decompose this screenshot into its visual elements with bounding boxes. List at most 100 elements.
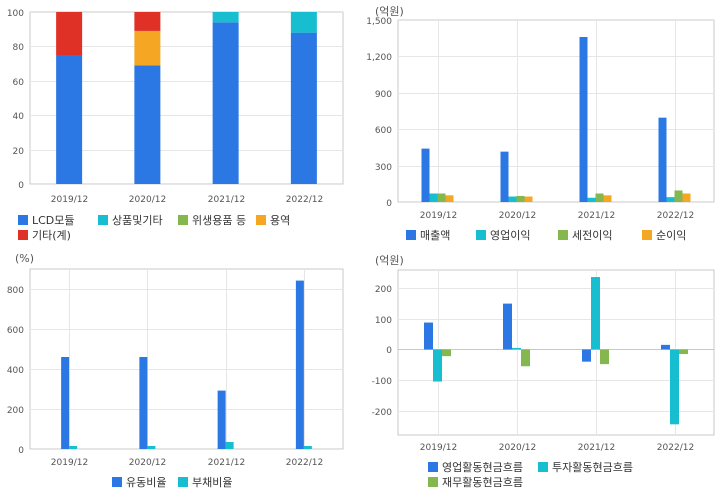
- bar: [429, 193, 438, 202]
- legend-label: 매출액: [420, 229, 451, 242]
- x-tick-label: 2019/12: [51, 458, 88, 468]
- bar: [225, 442, 234, 449]
- legend-item-goods[interactable]: 상품및기타: [98, 214, 163, 227]
- legend-label: 위생용품 등: [192, 214, 247, 227]
- plot-area: [397, 19, 715, 203]
- y-tick-label: 0: [18, 446, 24, 456]
- bar: [442, 349, 451, 357]
- legend-item-debt-ratio[interactable]: 부채비율: [178, 476, 232, 489]
- composition-chart-panel: 0 20 40 60 80 100 2019/12 2020/12 2021/12 2022/12…: [0, 0, 350, 250]
- legend-item-operating-profit[interactable]: 영업이익: [476, 229, 530, 242]
- legend-item-pretax-profit[interactable]: 세전이익: [558, 229, 612, 242]
- y-tick-label: -100: [372, 377, 393, 387]
- bar-segment: [134, 12, 161, 31]
- y-tick-label: 800: [7, 286, 24, 296]
- legend-swatch: [256, 215, 266, 225]
- y-tick-label: 600: [7, 326, 24, 336]
- composition-legend: LCD모듈 상품및기타 위생용품 등 용역 기타(계): [18, 212, 348, 246]
- bar: [674, 190, 683, 202]
- legend-swatch: [406, 230, 416, 240]
- bar: [217, 390, 226, 449]
- bar-segment: [212, 22, 239, 184]
- legend-swatch: [112, 477, 122, 487]
- bar-segment: [56, 12, 83, 55]
- bar-segment: [212, 12, 239, 23]
- cashflow-unit-label: (억원): [375, 254, 404, 267]
- bar-segment: [134, 65, 161, 184]
- legend-item-operating-cf[interactable]: 영업활동현금흐름: [428, 461, 523, 474]
- y-tick-label: -200: [372, 408, 393, 418]
- legend-swatch: [642, 230, 652, 240]
- bar: [69, 446, 78, 449]
- x-tick-label: 2019/12: [51, 195, 88, 205]
- legend-item-current-ratio[interactable]: 유동비율: [112, 476, 166, 489]
- bar: [147, 446, 156, 449]
- x-tick-label: 2019/12: [420, 443, 457, 453]
- bar: [500, 151, 509, 202]
- bar: [512, 347, 521, 350]
- bar: [303, 446, 312, 449]
- legend-swatch: [558, 230, 568, 240]
- bar: [524, 196, 533, 202]
- legend-swatch: [18, 215, 28, 225]
- bar-segment: [290, 32, 317, 184]
- ratios-legend: 유동비율 부채비율: [112, 476, 342, 492]
- ratios-unit-label: (%): [15, 252, 35, 265]
- y-tick-label: 1,200: [366, 53, 392, 63]
- bar: [658, 117, 667, 202]
- x-tick-label: 2022/12: [657, 443, 694, 453]
- x-tick-label: 2021/12: [208, 458, 245, 468]
- y-tick-label: 100: [375, 316, 392, 326]
- y-tick-label: 600: [375, 126, 392, 136]
- cashflow-chart-panel: (억원) -200 -100 0 100 200 2019/12 2020/12 2021/1…: [360, 250, 720, 496]
- bar: [433, 349, 442, 382]
- y-tick-label: 40: [13, 112, 25, 122]
- composition-chart: 0 20 40 60 80 100 2019/12 2020/12 2021/12 2022/12: [7, 9, 344, 205]
- x-tick-label: 2020/12: [129, 195, 166, 205]
- legend-swatch: [428, 462, 438, 472]
- plot-area: [29, 11, 344, 185]
- bar: [521, 349, 530, 367]
- legend-swatch: [538, 462, 548, 472]
- income-chart-panel: (억원) 0 300 600 900 1,200 1,500 2019/12 2020/12 2…: [360, 0, 720, 250]
- bar: [670, 349, 679, 425]
- legend-label: 투자활동현금흐름: [552, 461, 633, 474]
- bar: [61, 357, 70, 449]
- legend-item-lcd[interactable]: LCD모듈: [18, 214, 75, 227]
- legend-item-net-profit[interactable]: 순이익: [642, 229, 686, 242]
- legend-item-hygiene[interactable]: 위생용품 등: [178, 214, 246, 227]
- legend-swatch: [178, 215, 188, 225]
- bar: [437, 193, 446, 202]
- bar: [600, 349, 609, 365]
- x-tick-label: 2020/12: [129, 458, 166, 468]
- legend-item-sales[interactable]: 매출액: [406, 229, 450, 242]
- legend-label: 부채비율: [192, 476, 233, 489]
- bar: [295, 280, 304, 449]
- bar: [508, 196, 517, 202]
- y-tick-label: 200: [375, 285, 392, 295]
- bar-segment: [290, 12, 317, 33]
- ratios-chart-panel: (%) 0 200 400 600 800 2019/12 2020/12 2021/12 20…: [0, 250, 350, 496]
- legend-swatch: [18, 230, 28, 240]
- bar: [666, 197, 675, 202]
- legend-item-service[interactable]: 용역: [256, 214, 290, 227]
- y-tick-label: 400: [7, 366, 24, 376]
- income-unit-label: (억원): [375, 5, 404, 18]
- x-tick-label: 2019/12: [420, 211, 457, 221]
- y-tick-label: 80: [13, 43, 25, 53]
- legend-swatch: [476, 230, 486, 240]
- bar: [516, 195, 525, 202]
- legend-label: 영업이익: [490, 229, 531, 242]
- plot-area: [29, 268, 344, 450]
- legend-item-investing-cf[interactable]: 투자활동현금흐름: [538, 461, 633, 474]
- x-tick-label: 2022/12: [657, 211, 694, 221]
- x-tick-label: 2020/12: [499, 443, 536, 453]
- bar: [582, 349, 591, 362]
- legend-item-financing-cf[interactable]: 재무활동현금흐름: [428, 476, 523, 489]
- legend-label: 영업활동현금흐름: [442, 461, 523, 474]
- x-tick-label: 2022/12: [286, 458, 323, 468]
- bar: [595, 193, 604, 202]
- y-tick-label: 0: [18, 181, 24, 191]
- y-tick-label: 300: [375, 163, 392, 173]
- legend-item-other[interactable]: 기타(계): [18, 229, 71, 242]
